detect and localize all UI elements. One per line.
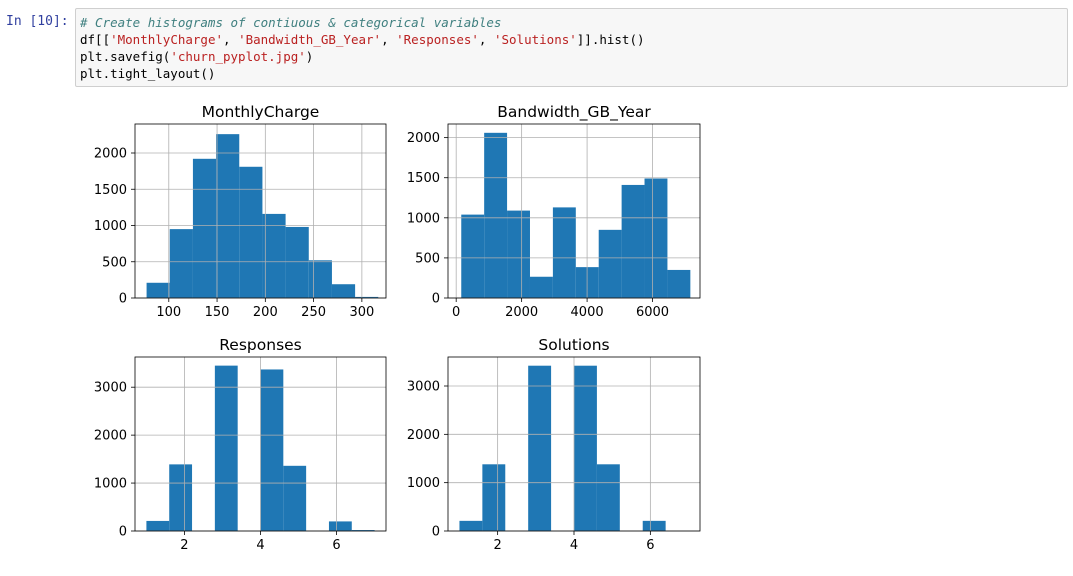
histogram-bar [529, 276, 553, 298]
x-tick-label: 100 [156, 305, 181, 320]
code-token: , [223, 32, 239, 47]
histogram-bar [214, 365, 238, 531]
subplot-1: 100 150 200 250 300 0 500 1000 1500 2000 MonthlyCh… [94, 103, 387, 320]
histogram-bar [283, 465, 307, 531]
subplot-title: Bandwidth_GB_Year [497, 103, 651, 122]
histogram-figure: 100 150 200 250 3000500100015002000MonthlyCh… [94, 103, 701, 553]
y-tick-label: 500 [415, 251, 440, 266]
histogram-bar [328, 521, 352, 531]
x-tick-label: 4 [570, 538, 578, 553]
y-tick-label: 3000 [407, 380, 440, 395]
histogram-bar [351, 530, 375, 531]
histogram-bar [285, 226, 309, 298]
code-line-2: df[['MonthlyCharge', 'Bandwidth_GB_Year'… [80, 32, 645, 47]
code-comment: # Create histograms of contiuous & categ… [80, 15, 502, 30]
histogram-bar [169, 229, 193, 298]
histogram-bar [574, 365, 597, 531]
y-tick-label: 0 [119, 525, 127, 540]
x-tick-label: 6 [332, 538, 340, 553]
x-tick-label: 2 [180, 538, 188, 553]
y-tick-label: 1000 [407, 211, 440, 226]
histogram-bar [552, 207, 576, 298]
subplot-title: Responses [219, 336, 302, 354]
histogram-bar [484, 132, 508, 298]
histogram-bar [459, 520, 483, 531]
code-token: df[[ [80, 32, 111, 47]
code-string: 'MonthlyCharge' [110, 32, 223, 47]
x-tick-label: 6 [646, 538, 654, 553]
histogram-bar [262, 213, 286, 298]
histogram-bar [331, 284, 356, 298]
subplot-title: Solutions [538, 336, 609, 354]
y-tick-label: 2000 [94, 429, 127, 444]
histogram-bar [507, 210, 530, 298]
subplot-title: MonthlyCharge [202, 103, 320, 121]
code-string: 'Bandwidth_GB_Year' [238, 32, 382, 47]
histogram-bar [642, 520, 666, 531]
code-string: 'Responses' [396, 32, 479, 47]
code-string: 'churn_pyplot.jpg' [170, 49, 306, 64]
histogram-bar [192, 158, 217, 298]
subplot-3: 2 4 6 0 1000 2000 3000 Responses [94, 336, 387, 553]
y-tick-label: 2000 [407, 428, 440, 443]
y-tick-label: 1500 [94, 183, 127, 198]
code-token: , [381, 32, 397, 47]
histogram-bar [169, 464, 193, 531]
histogram-bar [146, 520, 170, 531]
histogram-bar [146, 282, 170, 298]
x-tick-label: 4 [256, 538, 264, 553]
y-tick-label: 2000 [407, 131, 440, 146]
x-tick-label: 150 [205, 305, 230, 320]
y-tick-label: 500 [102, 255, 127, 270]
y-tick-label: 1000 [407, 476, 440, 491]
code-token: , [478, 32, 494, 47]
cell-prompt: In [10]: [6, 14, 69, 29]
x-tick-label: 250 [301, 305, 326, 320]
histogram-bar [596, 464, 620, 531]
x-tick-label: 200 [253, 305, 278, 320]
histogram-bar [644, 178, 668, 298]
x-tick-label: 2000 [505, 305, 538, 320]
histogram-bar [260, 369, 284, 531]
histogram-bar [308, 260, 332, 298]
y-tick-label: 0 [432, 525, 440, 540]
histogram-bar [621, 184, 645, 298]
subplot-2: 0 2000 4000 6000 0 500 1000 1500 2000 Bandwidth_G… [407, 103, 701, 320]
y-tick-label: 1500 [407, 171, 440, 186]
histogram-bar [355, 296, 379, 298]
histogram-bar [239, 166, 263, 298]
cell-output: 100 150 200 250 300 0 500 1000 1500 2000 MonthlyCh… [75, 95, 725, 570]
histogram-bar [598, 229, 622, 298]
y-tick-label: 0 [119, 292, 127, 307]
y-tick-label: 0 [432, 292, 440, 307]
x-tick-label: 4000 [571, 305, 604, 320]
y-tick-label: 3000 [94, 381, 127, 396]
code-string: 'Solutions' [493, 32, 577, 47]
axes-frame [134, 123, 387, 299]
axes-frame [447, 123, 701, 299]
code-token: ) [305, 49, 314, 64]
code-line-3: plt.savefig('churn_pyplot.jpg') [80, 49, 313, 64]
y-tick-label: 1000 [94, 477, 127, 492]
x-tick-label: 300 [349, 305, 374, 320]
code-token: plt.savefig( [80, 49, 171, 64]
histogram-bar [528, 365, 552, 531]
code-line-1: # Create histograms of contiuous & categ… [80, 15, 501, 30]
histogram-bar [667, 269, 691, 298]
x-tick-label: 0 [452, 305, 460, 320]
code-token: ]].hist() [576, 32, 645, 47]
x-tick-label: 2 [493, 538, 501, 553]
histogram-bar [461, 214, 485, 298]
histogram-bar [216, 134, 240, 298]
code-line-4: plt.tight_layout() [80, 66, 216, 81]
x-tick-label: 6000 [636, 305, 669, 320]
code-editor[interactable]: # Create histograms of contiuous & categ… [75, 8, 1068, 87]
y-tick-label: 1000 [94, 219, 127, 234]
y-tick-label: 2000 [94, 147, 127, 162]
histogram-bar [482, 464, 506, 531]
subplot-4: 2 4 6 0 1000 2000 3000 Solutions [407, 336, 701, 553]
